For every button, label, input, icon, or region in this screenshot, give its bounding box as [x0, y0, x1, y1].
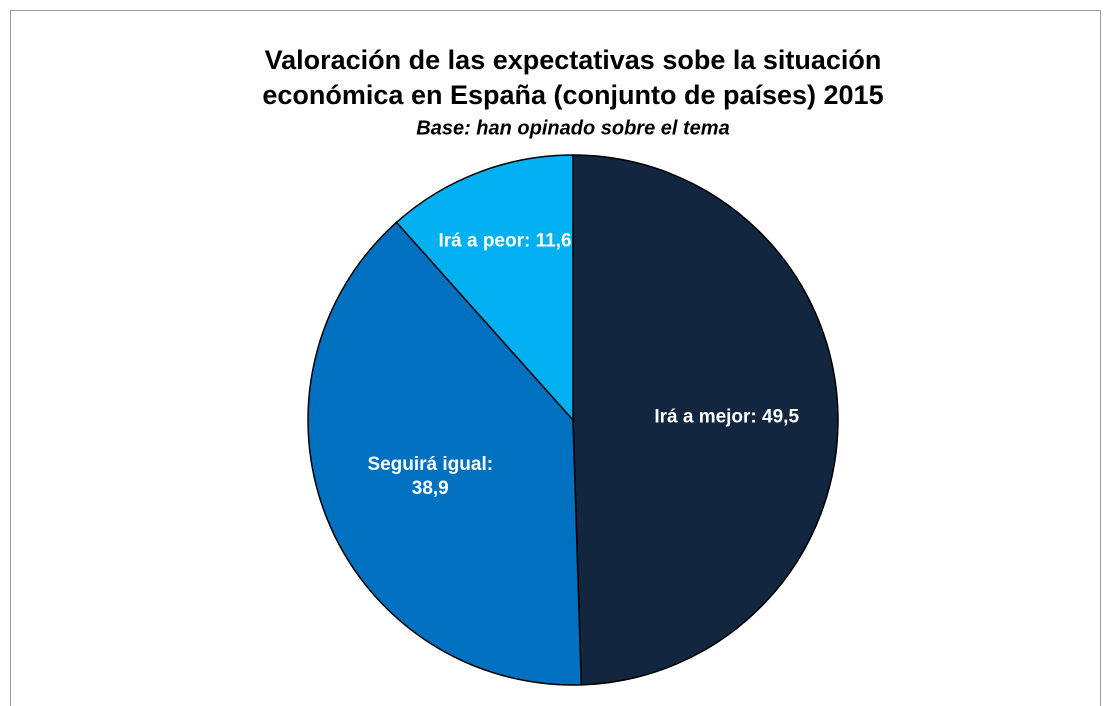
chart-title: Valoración de las expectativas sobe la s… [265, 45, 882, 75]
data-label: Irá a peor: 11,6 [438, 231, 571, 252]
data-label: Seguirá igual: 38,9 [367, 454, 493, 499]
pie-slice [307, 221, 583, 686]
chart-subtitle: Base: han opinado sobre el tema [416, 117, 729, 139]
pie-slice [395, 154, 574, 422]
chart-title: económica en España (conjunto de países)… [262, 80, 883, 110]
pie-slice [572, 154, 839, 686]
data-label: Irá a mejor: 49,5 [654, 407, 799, 428]
